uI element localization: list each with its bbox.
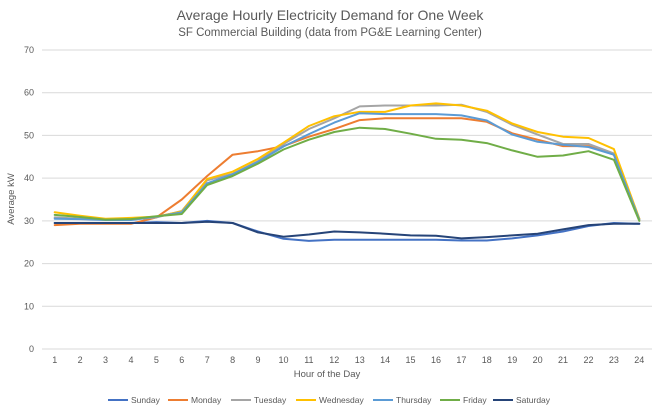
x-tick-label: 20 — [533, 355, 543, 365]
legend-item-tuesday: Tuesday — [231, 395, 287, 405]
y-axis-ticks: 0 10 20 30 40 50 60 70 — [24, 45, 34, 354]
x-tick-label: 15 — [406, 355, 416, 365]
legend-item-wednesday: Wednesday — [296, 395, 364, 405]
y-tick-label: 40 — [24, 173, 34, 183]
x-tick-label: 14 — [380, 355, 390, 365]
y-tick-label: 30 — [24, 216, 34, 226]
x-tick-label: 1 — [52, 355, 57, 365]
x-tick-label: 23 — [609, 355, 619, 365]
legend-item-monday: Monday — [168, 395, 222, 405]
y-tick-label: 70 — [24, 45, 34, 55]
x-tick-label: 18 — [482, 355, 492, 365]
chart-subtitle: SF Commercial Building (data from PG&E L… — [178, 27, 482, 39]
x-tick-label: 21 — [558, 355, 568, 365]
legend-label: Friday — [463, 395, 487, 405]
y-tick-label: 60 — [24, 88, 34, 98]
x-tick-label: 11 — [304, 355, 313, 365]
x-tick-label: 24 — [634, 355, 644, 365]
legend-item-sunday: Sunday — [108, 395, 161, 405]
y-tick-label: 20 — [24, 259, 34, 269]
series-lines — [53, 102, 641, 242]
x-tick-label: 13 — [355, 355, 365, 365]
legend-label: Tuesday — [254, 395, 287, 405]
x-tick-label: 8 — [230, 355, 235, 365]
gridlines — [42, 49, 652, 350]
x-tick-label: 10 — [278, 355, 288, 365]
x-axis-label: Hour of the Day — [294, 369, 361, 380]
legend-item-friday: Friday — [440, 395, 487, 405]
x-tick-label: 2 — [78, 355, 83, 365]
legend-label: Thursday — [396, 395, 432, 405]
legend-label: Sunday — [131, 395, 161, 405]
legend-label: Wednesday — [319, 395, 364, 405]
y-tick-label: 10 — [24, 301, 34, 311]
y-tick-label: 0 — [29, 344, 34, 354]
chart-title: Average Hourly Electricity Demand for On… — [177, 7, 485, 23]
x-tick-label: 4 — [128, 355, 133, 365]
series-line-friday — [53, 126, 641, 222]
y-axis-label: Average kW — [6, 173, 17, 225]
x-tick-label: 22 — [583, 355, 593, 365]
x-tick-label: 6 — [179, 355, 184, 365]
x-tick-label: 7 — [205, 355, 210, 365]
x-tick-label: 19 — [507, 355, 517, 365]
series-line-saturday — [53, 220, 641, 240]
y-tick-label: 50 — [24, 130, 34, 140]
legend-label: Saturday — [516, 395, 551, 405]
legend-item-thursday: Thursday — [373, 395, 432, 405]
x-axis-ticks: 1 2 3 4 5 6 7 8 9 10 11 12 13 14 15 16 17 18 19 20 21 22 23 24 — [52, 355, 644, 365]
series-line-tuesday — [53, 103, 641, 221]
x-tick-label: 3 — [103, 355, 108, 365]
x-tick-label: 12 — [329, 355, 339, 365]
legend: Sunday Monday Tuesday Wednesday Thursday Frid… — [108, 395, 551, 405]
x-tick-label: 16 — [431, 355, 441, 365]
x-tick-label: 5 — [154, 355, 159, 365]
legend-item-saturday: Saturday — [493, 395, 551, 405]
series-line-wednesday — [53, 102, 641, 220]
legend-label: Monday — [191, 395, 222, 405]
x-tick-label: 9 — [256, 355, 261, 365]
x-tick-label: 17 — [456, 355, 466, 365]
